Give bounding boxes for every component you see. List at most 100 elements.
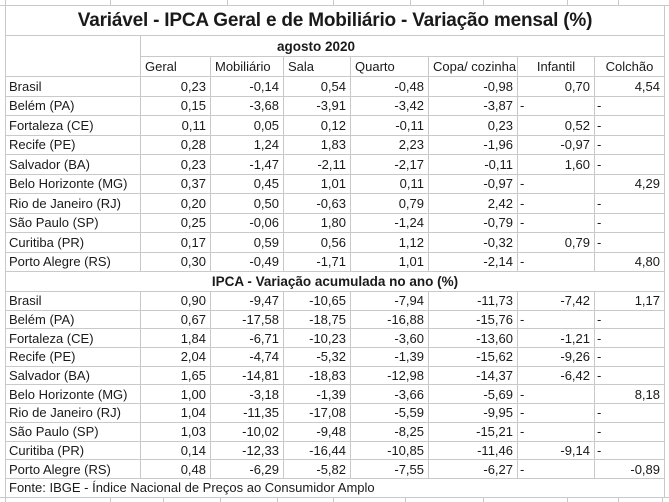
row-label: Rio de Janeiro (RJ) <box>6 404 141 422</box>
gridline-stub <box>110 0 111 5</box>
period-header: agosto 2020 <box>276 38 356 54</box>
table-row: Recife (PE) 0,28 1,24 1,83 2,23 -1,96 -0,97- <box>6 135 664 155</box>
row-label: Belo Horizonte (MG) <box>6 385 141 404</box>
value-cell: -2,17 <box>351 155 429 174</box>
table-row: Salvador (BA) 0,23 -1,47 -2,11 -2,17 -0,11 1,6… <box>6 155 664 175</box>
table-row: Porto Alegre (RS) 0,30 -0,49 -1,71 1,01 -2,14… <box>6 252 664 272</box>
row-label: Rio de Janeiro (RJ) <box>6 194 141 213</box>
value-cell: -9,95 <box>429 404 518 422</box>
column-header: Mobiliário <box>211 57 284 76</box>
value-cell: - <box>597 234 602 250</box>
gridline-stub <box>5 498 6 502</box>
value-cell: -10,02 <box>211 422 284 441</box>
column-header-row: Geral Mobiliário Sala Quarto Copa/ cozinha In… <box>141 57 664 76</box>
value-cell: 0,50 <box>211 194 284 213</box>
value-cell: -3,66 <box>351 385 429 404</box>
value-cell: - <box>597 215 602 231</box>
value-cell: 1,03 <box>141 422 211 441</box>
value-cell: -4,74 <box>211 348 284 366</box>
corner-cell <box>6 36 141 76</box>
value-cell: -1,47 <box>211 155 284 174</box>
value-cell: - <box>597 137 602 153</box>
row-label: Belo Horizonte (MG) <box>6 174 141 193</box>
value-cell: -11,73 <box>429 292 518 310</box>
value-cell: 1,60 <box>518 155 595 174</box>
value-cell: 0,70 <box>518 77 595 96</box>
value-cell: -0,14 <box>211 77 284 96</box>
period-header-row: agosto 2020 <box>141 36 664 57</box>
value-cell: 0,37 <box>141 174 211 193</box>
row-label: Belém (PA) <box>6 310 141 329</box>
value-cell: 0,48 <box>141 460 211 478</box>
monthly-variation-rows: Brasil 0,23 -0,14 0,54 -0,48 -0,98 0,70 4,54 Bel… <box>6 77 664 272</box>
value-cell: -3,42 <box>351 96 429 115</box>
value-cell: - <box>518 460 595 478</box>
gridline-stub <box>227 0 228 5</box>
source-footer: Fonte: IBGE - Índice Nacional de Preços … <box>9 480 375 496</box>
value-cell: - <box>597 156 602 172</box>
gridline-stub <box>618 0 619 5</box>
value-cell: 0,59 <box>211 233 284 252</box>
value-cell: 0,05 <box>211 116 284 135</box>
value-cell: -18,75 <box>284 310 351 329</box>
value-cell: 8,18 <box>634 386 660 402</box>
value-cell: -17,08 <box>284 404 351 422</box>
gridline-stub <box>618 498 619 502</box>
value-cell: 1,65 <box>141 366 211 385</box>
value-cell: -1,71 <box>284 252 351 271</box>
value-cell: 1,84 <box>141 329 211 348</box>
value-cell: 1,17 <box>634 293 660 309</box>
value-cell: -9,14 <box>518 441 595 460</box>
gridline-stub <box>277 498 278 502</box>
value-cell: - <box>597 442 602 458</box>
value-cell: 0,23 <box>141 155 211 174</box>
value-cell: 1,80 <box>284 213 351 232</box>
value-cell: -11,46 <box>429 441 518 460</box>
column-header: Geral <box>141 57 211 76</box>
value-cell: - <box>518 194 595 213</box>
value-cell: -2,14 <box>429 252 518 271</box>
row-label: Belém (PA) <box>6 96 141 115</box>
gridline-stub <box>163 498 164 502</box>
value-cell: -13,60 <box>429 329 518 348</box>
value-cell: -0,63 <box>284 194 351 213</box>
value-cell: -6,27 <box>429 460 518 478</box>
gridline-stub <box>662 498 663 502</box>
value-cell: -0,79 <box>429 213 518 232</box>
value-cell: - <box>518 252 595 271</box>
gridline-stub <box>483 0 484 5</box>
row-label: Porto Alegre (RS) <box>6 460 141 478</box>
row-label: Curitiba (PR) <box>6 441 141 460</box>
value-cell: -9,26 <box>518 348 595 366</box>
table-row: São Paulo (SP) 0,25 -0,06 1,80 -1,24 -0,79- - <box>6 213 664 233</box>
value-cell: 0,23 <box>141 77 211 96</box>
value-cell: -0,32 <box>429 233 518 252</box>
row-label: São Paulo (SP) <box>6 422 141 441</box>
value-cell: -1,39 <box>351 348 429 366</box>
table-row: Salvador (BA) 1,65 -14,81 -18,83 -12,98 -14,3… <box>6 366 664 386</box>
value-cell: -10,23 <box>284 329 351 348</box>
value-cell: - <box>597 424 602 440</box>
column-header: Colchão <box>605 59 654 74</box>
value-cell: -6,71 <box>211 329 284 348</box>
row-label: Salvador (BA) <box>6 155 141 174</box>
value-cell: -0,11 <box>429 155 518 174</box>
value-cell: - <box>518 385 595 404</box>
row-label: Brasil <box>6 292 141 310</box>
value-cell: - <box>597 117 602 133</box>
table-row: Rio de Janeiro (RJ) 0,20 0,50 -0,63 0,79 2,42… <box>6 194 664 214</box>
value-cell: -1,96 <box>429 135 518 154</box>
table-row: Rio de Janeiro (RJ) 1,04 -11,35 -17,08 -5,59… <box>6 404 664 423</box>
column-header: Copa/ cozinha <box>429 57 518 76</box>
value-cell: 4,29 <box>634 176 660 192</box>
gridline-stub <box>410 0 411 5</box>
table-row: Curitiba (PR) 0,14 -12,33 -16,44 -10,85 -11,4… <box>6 441 664 461</box>
value-cell: 0,12 <box>284 116 351 135</box>
value-cell: -12,33 <box>211 441 284 460</box>
value-cell: 0,90 <box>141 292 211 310</box>
value-cell: 1,01 <box>351 252 429 271</box>
table-row: Belo Horizonte (MG) 0,37 0,45 1,01 0,11 -0,97… <box>6 174 664 194</box>
value-cell: - <box>597 405 602 421</box>
value-cell: - <box>518 404 595 422</box>
gridline-stub <box>5 0 6 5</box>
